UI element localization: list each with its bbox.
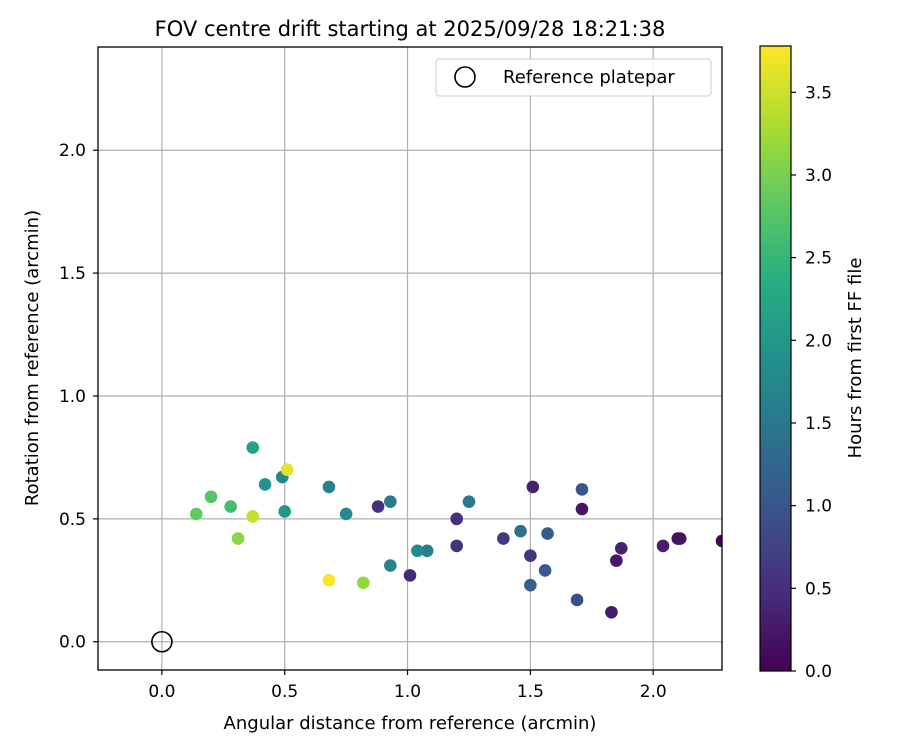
colorbar-label: Hours from first FF file [845,258,866,459]
data-point [656,539,670,553]
legend: Reference platepar [435,58,712,97]
legend-box [435,58,712,97]
chart-title: FOV centre drift starting at 2025/09/28 … [155,17,666,41]
colorbar-ticks: 0.0 0.5 1.0 1.5 2.0 2.5 3.0 3.5 [791,83,832,682]
x-tick-label: 1.5 [517,682,544,702]
data-point [280,463,294,477]
data-point [204,490,218,504]
x-axis-ticks: 0.0 0.5 1.0 1.5 2.0 [148,670,667,702]
x-tick-label: 0.5 [271,682,298,702]
colorbar-tick-label: 0.0 [805,662,832,682]
data-point [246,441,260,454]
grid [98,47,722,670]
data-point [420,544,434,558]
x-axis-label: Angular distance from reference (arcmin) [224,713,597,734]
y-tick-label: 0.5 [59,510,86,530]
colorbar-tick-label: 2.0 [805,331,832,351]
data-point [462,495,476,508]
data-point [339,507,353,521]
data-point [322,480,336,494]
legend-marker [454,66,476,88]
data-point [384,559,397,572]
y-tick-label: 1.0 [59,387,86,407]
data-point [524,578,537,592]
data-point [411,544,424,558]
data-point [371,500,385,513]
data-point [246,510,260,523]
data-point [231,532,245,545]
data-point [715,534,722,548]
colorbar-tick-label: 3.0 [805,166,832,186]
colorbar-tick-label: 1.5 [805,414,832,434]
data-point [610,554,623,567]
data-point [322,573,336,587]
data-point [357,576,370,590]
data-point [514,524,527,538]
colorbar-tick-label: 0.5 [805,579,832,599]
y-tick-label: 2.0 [59,141,86,161]
plot-frame [97,46,723,671]
data-point [526,480,540,494]
data-point [605,605,618,619]
y-axis-label: Rotation from reference (arcmin) [22,210,43,506]
data-point [524,549,537,563]
colorbar-tick-label: 3.5 [805,83,832,103]
data-point [384,495,397,508]
data-point [538,564,552,577]
x-tick-label: 0.0 [148,682,175,702]
colorbar-gradient [759,45,792,672]
data-point [575,502,589,516]
data-point [541,527,554,540]
data-point [224,500,237,513]
data-point [614,542,628,555]
data-point [403,569,417,582]
data-point [189,507,203,521]
y-axis-ticks: 0.0 0.5 1.0 1.5 2.0 [59,141,98,653]
y-tick-label: 1.5 [59,264,86,284]
data-points [189,441,722,619]
data-point [575,483,589,496]
y-tick-label: 0.0 [59,633,86,653]
legend-label: Reference platepar [503,67,675,88]
data-point [450,539,463,553]
colorbar: 0.0 0.5 1.0 1.5 2.0 2.5 3.0 3.5 Hours from firs… [759,45,866,682]
reference-point-marker [151,630,173,653]
x-tick-label: 1.0 [394,682,421,702]
data-point [570,593,584,607]
data-point [497,532,510,545]
data-point [278,505,292,518]
x-tick-label: 2.0 [640,682,667,702]
colorbar-tick-label: 2.5 [805,249,832,269]
data-point [673,532,687,545]
colorbar-tick-label: 1.0 [805,497,832,517]
data-point [258,478,272,491]
data-point [450,512,463,526]
